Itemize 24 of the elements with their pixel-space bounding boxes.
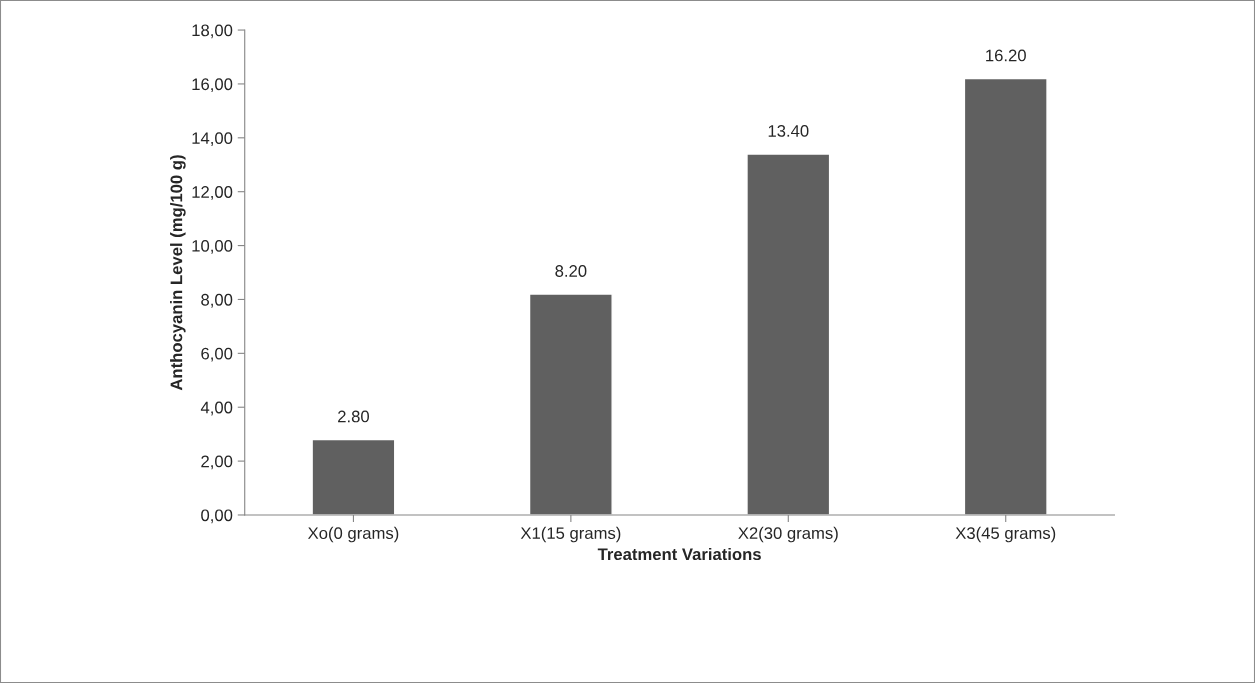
data-label: 13.40 [768, 124, 809, 137]
y-tick-label: 12,00 [192, 186, 233, 200]
y-tick-label: 8,00 [201, 293, 233, 308]
x-tick-label: X3(45 grams) [955, 526, 1056, 543]
y-tick-label: 0,00 [201, 509, 233, 524]
x-axis-title: Treatment Variations [597, 547, 761, 561]
y-axis-title: Anthocyanin Level (mg/100 g) [170, 155, 186, 391]
y-tick-label: 4,00 [200, 401, 233, 416]
y-tick-label: 10,00 [192, 239, 233, 254]
bar [311, 438, 396, 515]
x-tick-label: X2(30 grams) [738, 526, 838, 543]
y-tick-label: 16,00 [192, 78, 233, 93]
y-tick-label: 14,00 [192, 132, 233, 146]
data-label: 16.20 [986, 49, 1026, 62]
data-label: 8.20 [555, 265, 587, 277]
x-tick-label: X1(15 grams) [520, 526, 621, 543]
y-tick-label: 2,00 [201, 455, 233, 470]
bar [528, 293, 613, 515]
bar [963, 77, 1048, 515]
data-label: 2.80 [338, 410, 370, 423]
y-tick-label: 6,00 [201, 347, 233, 362]
bar [746, 153, 831, 515]
x-tick-label: Xo(0 grams) [307, 526, 399, 543]
y-tick-label: 18,00 [192, 24, 233, 39]
